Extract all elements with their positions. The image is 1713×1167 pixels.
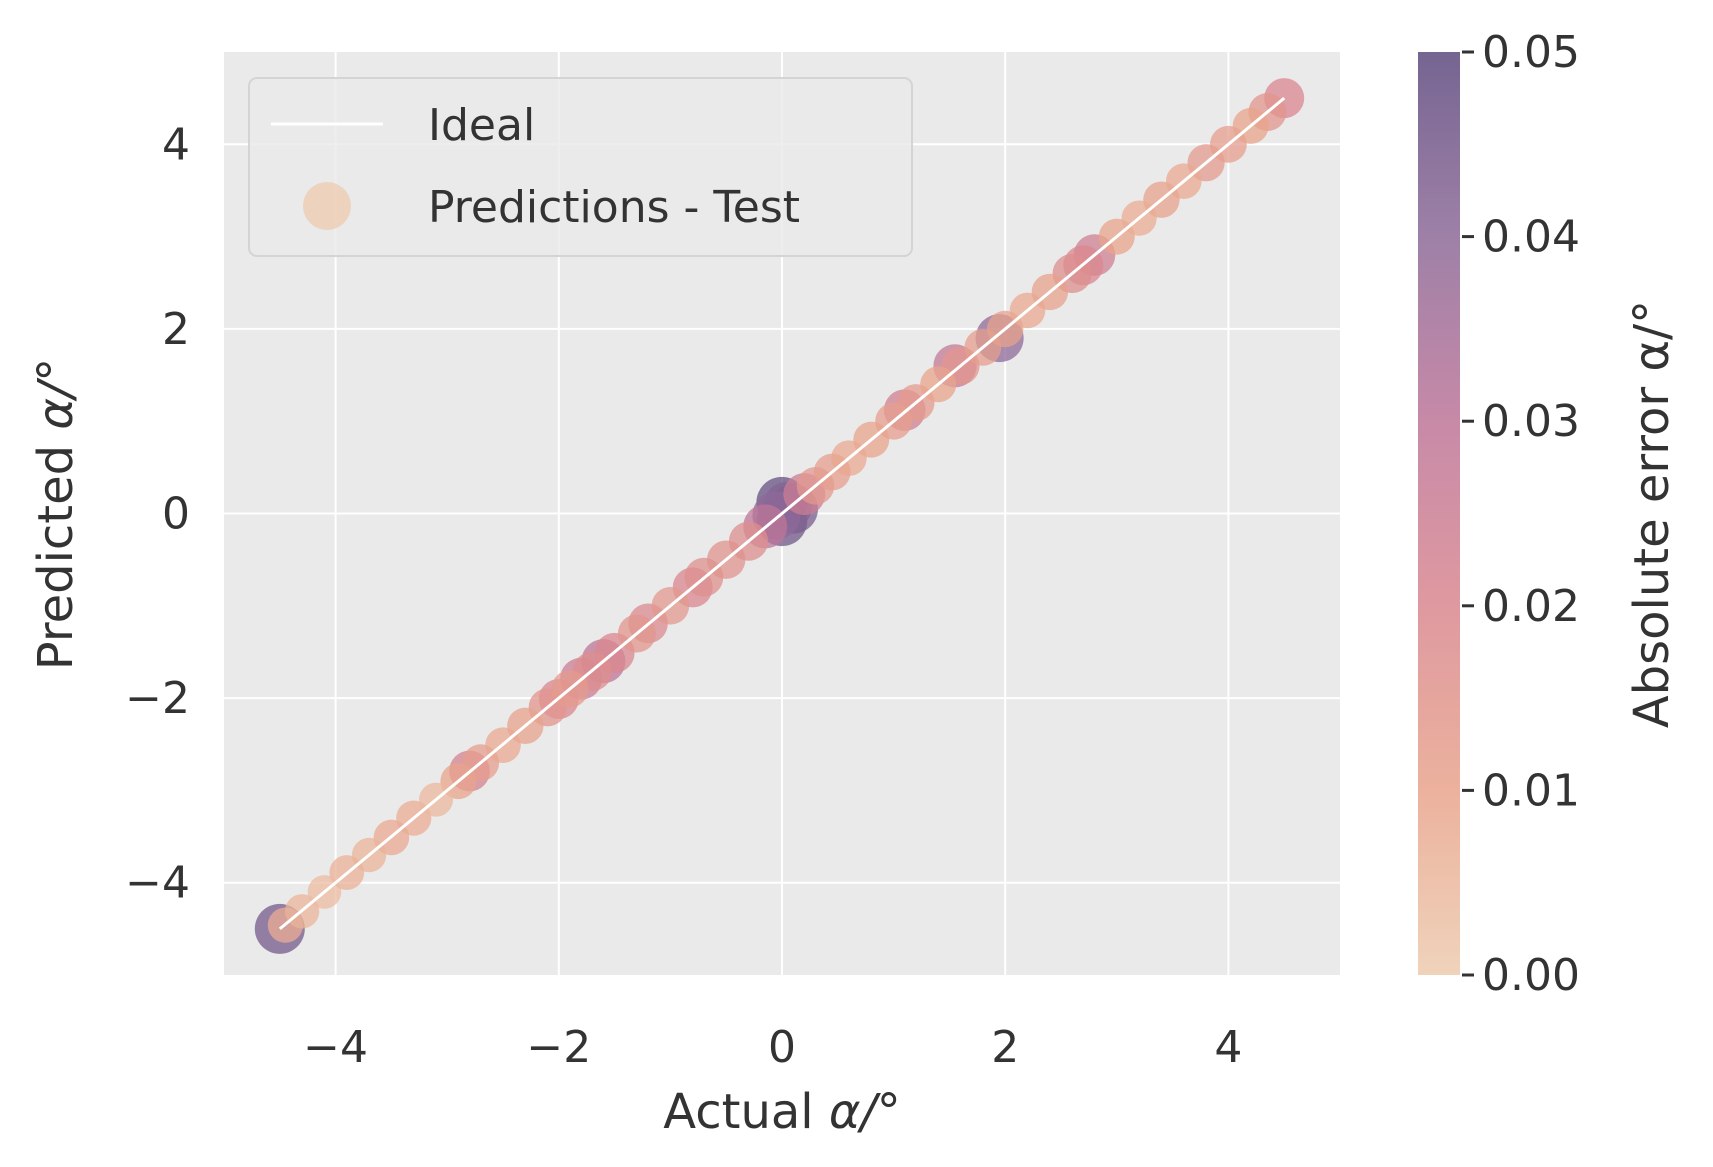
legend-box xyxy=(248,77,913,257)
y-axis-label: Predicted α/° xyxy=(28,358,84,670)
colorbar-tick-label: 0.04 xyxy=(1482,212,1580,263)
colorbar-tick-label: 0.01 xyxy=(1482,765,1580,816)
colorbar-label: Absolute error α/° xyxy=(1624,300,1680,728)
y-tick-label: 0 xyxy=(162,489,190,540)
y-tick-label: 2 xyxy=(162,304,190,355)
x-tick-label: 0 xyxy=(768,1022,796,1073)
ideal-line xyxy=(278,96,1286,931)
colorbar-tick-label: 0.03 xyxy=(1482,396,1580,447)
x-tick-label: 4 xyxy=(1214,1022,1242,1073)
x-tick-label: 2 xyxy=(991,1022,1019,1073)
y-tick-label: 4 xyxy=(162,119,190,170)
legend: Ideal Predictions - Test xyxy=(248,77,913,257)
colorbar xyxy=(1418,52,1460,975)
legend-predictions-marker xyxy=(303,182,351,230)
legend-ideal-label: Ideal xyxy=(428,100,535,151)
colorbar-tick-label: 0.00 xyxy=(1482,950,1580,1001)
y-tick-label: −2 xyxy=(125,673,190,724)
y-tick-labels: −4 −2 0 2 4 xyxy=(125,119,190,908)
x-tick-label: −4 xyxy=(303,1022,368,1073)
colorbar-tick-label: 0.02 xyxy=(1482,581,1580,632)
x-tick-label: −2 xyxy=(526,1022,591,1073)
x-tick-labels: −4 −2 0 2 4 xyxy=(303,1022,1242,1073)
legend-predictions-label: Predictions - Test xyxy=(428,182,800,233)
colorbar-tick-label: 0.05 xyxy=(1482,27,1580,78)
colorbar-ticks: 0.00 0.01 0.02 0.03 0.04 0.05 xyxy=(1462,27,1580,1001)
x-axis-label: Actual α/° xyxy=(663,1084,900,1140)
y-tick-label: −4 xyxy=(125,858,190,909)
